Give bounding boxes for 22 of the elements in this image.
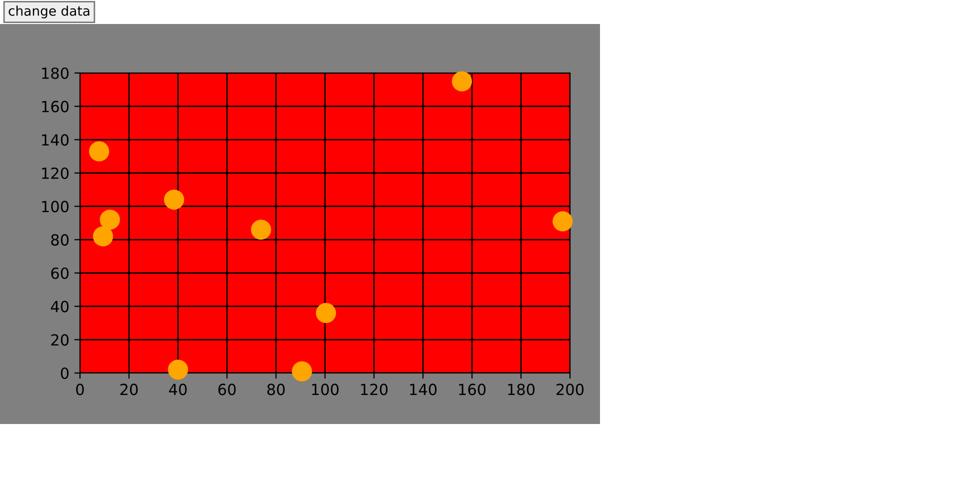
y-tick-label: 20: [51, 334, 69, 346]
x-tick-label: 180: [508, 384, 535, 396]
x-tick-label: 120: [361, 384, 388, 396]
x-tick-label: 140: [410, 384, 437, 396]
y-tick-label: 180: [42, 67, 69, 80]
x-tick-label: 40: [169, 384, 187, 396]
y-tick-label: 160: [42, 100, 69, 112]
y-tick-label: 40: [50, 300, 69, 312]
x-tick-label: 100: [312, 384, 339, 396]
x-tick-label: 20: [120, 384, 138, 396]
y-tick-label: 60: [51, 267, 69, 280]
x-tick-label: 60: [218, 384, 236, 396]
y-tick-label: 0: [60, 367, 69, 380]
y-tick-label: 100: [42, 200, 69, 212]
text: change data: [8, 6, 90, 18]
x-tick-label: 80: [267, 384, 285, 396]
x-tick-label: 200: [556, 384, 584, 396]
y-tick-label: 80: [51, 234, 69, 246]
y-tick-label: 120: [42, 167, 69, 180]
x-tick-label: 160: [459, 384, 486, 396]
y-tick-label: 140: [42, 134, 69, 146]
x-tick-label: 0: [76, 384, 84, 396]
